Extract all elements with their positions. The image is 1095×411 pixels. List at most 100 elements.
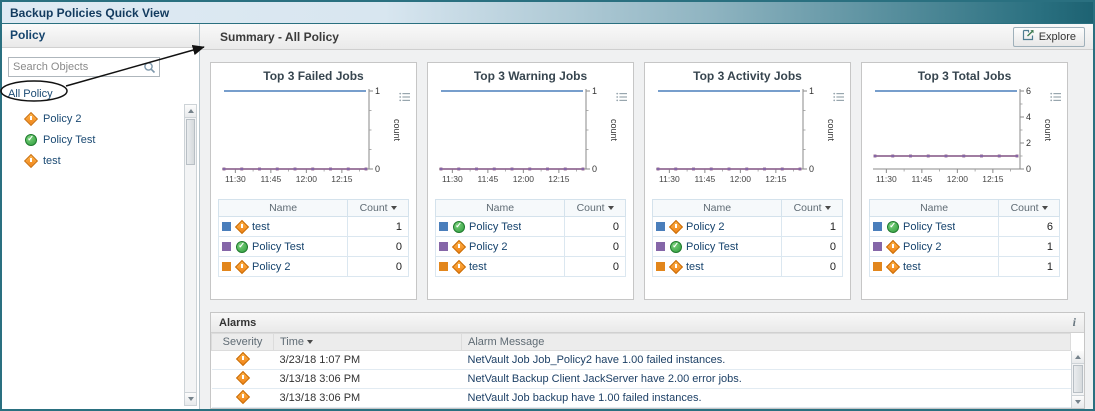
- card-table: Name Count Policy 2 1 Policy Test 0 test…: [651, 199, 843, 277]
- svg-text:12:00: 12:00: [295, 174, 317, 184]
- name-column-header[interactable]: Name: [651, 199, 783, 217]
- sidebar-scrollbar[interactable]: [184, 104, 197, 406]
- table-row[interactable]: Policy Test 0: [651, 236, 843, 257]
- series-legend-swatch: [439, 242, 448, 251]
- policy-status-icon: [452, 260, 465, 273]
- series-legend-swatch: [656, 222, 665, 231]
- policy-name: Policy Test: [686, 240, 739, 253]
- sidebar-tree-item[interactable]: Policy Test: [2, 129, 199, 150]
- svg-text:11:30: 11:30: [876, 174, 897, 184]
- sidebar-tree-item[interactable]: test: [2, 150, 199, 171]
- table-row[interactable]: Policy 2 0: [434, 236, 626, 257]
- policy-name: Policy 2: [469, 240, 508, 253]
- alarms-table: Severity Time Alarm Message 3/23/18 1:07…: [211, 333, 1071, 408]
- policy-status-icon: [24, 133, 37, 146]
- search-box[interactable]: [8, 57, 160, 77]
- table-row[interactable]: Policy 2 0: [217, 256, 409, 277]
- scroll-up-button[interactable]: [1072, 351, 1084, 364]
- search-input[interactable]: [13, 61, 143, 73]
- series-legend-swatch: [656, 262, 665, 271]
- top-jobs-cards: Top 3 Failed Jobs 0 1 count 11:30 11:45 12:00…: [200, 50, 1093, 306]
- top-jobs-chart: 0 1 count 11:30 11:45 12:00 12:15: [655, 86, 836, 184]
- top-jobs-card: Top 3 Failed Jobs 0 1 count 11:30 11:45 12:00…: [210, 62, 417, 300]
- top-jobs-card: Top 3 Warning Jobs 0 1 count 11:30 11:45 12:0…: [427, 62, 634, 300]
- table-row[interactable]: Policy 2 1: [868, 236, 1060, 257]
- scroll-down-button[interactable]: [185, 392, 196, 405]
- chart-options-icon[interactable]: [833, 89, 845, 107]
- alarm-message: NetVault Job backup have 1.00 failed ins…: [461, 388, 1071, 408]
- table-row[interactable]: test 0: [651, 256, 843, 277]
- count-column-header[interactable]: Count: [347, 199, 409, 217]
- table-row[interactable]: Policy Test 0: [434, 216, 626, 237]
- series-legend-swatch: [222, 222, 231, 231]
- policy-name: test: [252, 220, 270, 233]
- policy-name: Policy Test: [903, 220, 956, 233]
- svg-text:0: 0: [809, 164, 814, 174]
- chart-options-icon[interactable]: [1050, 89, 1062, 107]
- svg-text:count: count: [392, 119, 402, 142]
- scroll-up-button[interactable]: [185, 105, 196, 118]
- alarm-row[interactable]: 3/13/18 3:06 PM NetVault Job backup have…: [211, 388, 1071, 408]
- window-titlebar: Backup Policies Quick View: [2, 2, 1093, 24]
- policy-name: test: [686, 260, 704, 273]
- alarms-panel: Alarms i Severity Time Alarm Message: [210, 312, 1085, 409]
- count-column-header[interactable]: Count: [998, 199, 1060, 217]
- table-row[interactable]: test 1: [217, 216, 409, 237]
- svg-text:count: count: [826, 119, 836, 142]
- info-icon[interactable]: i: [1072, 315, 1076, 329]
- name-column-header[interactable]: Name: [434, 199, 566, 217]
- alarms-scrollbar[interactable]: [1071, 351, 1084, 408]
- svg-text:12:15: 12:15: [548, 174, 570, 184]
- policy-count: 0: [564, 256, 626, 277]
- policy-count: 0: [781, 236, 843, 257]
- svg-text:0: 0: [375, 164, 380, 174]
- series-legend-swatch: [222, 262, 231, 271]
- alarm-row[interactable]: 3/23/18 1:07 PM NetVault Job Job_Policy2…: [211, 350, 1071, 370]
- name-column-header[interactable]: Name: [217, 199, 349, 217]
- policy-count: 1: [998, 256, 1060, 277]
- time-column-header[interactable]: Time: [273, 333, 462, 351]
- policy-status-icon: [669, 240, 682, 253]
- top-jobs-card: Top 3 Total Jobs 0 2 4 6 count 11:30 11:45 12:0…: [861, 62, 1068, 300]
- triangle-up-icon: [1075, 355, 1081, 359]
- name-column-header[interactable]: Name: [868, 199, 1000, 217]
- chart-options-icon[interactable]: [399, 89, 411, 107]
- chart-options-icon[interactable]: [616, 89, 628, 107]
- policy-status-icon: [24, 112, 37, 125]
- scroll-thumb[interactable]: [1073, 365, 1083, 393]
- svg-text:0: 0: [592, 164, 597, 174]
- explore-button[interactable]: Explore: [1012, 26, 1085, 47]
- top-jobs-chart: 0 2 4 6 count 11:30 11:45 12:00 12:15: [872, 86, 1053, 184]
- count-column-header[interactable]: Count: [781, 199, 843, 217]
- severity-column-header[interactable]: Severity: [211, 333, 274, 351]
- table-row[interactable]: Policy Test 6: [868, 216, 1060, 237]
- table-row[interactable]: Policy Test 0: [217, 236, 409, 257]
- policy-name: Policy 2: [686, 220, 725, 233]
- card-table: Name Count Policy Test 0 Policy 2 0 test…: [434, 199, 626, 277]
- svg-text:count: count: [1043, 119, 1053, 142]
- svg-text:11:45: 11:45: [260, 174, 281, 184]
- sidebar-tree-item[interactable]: Policy 2: [2, 108, 199, 129]
- count-column-header[interactable]: Count: [564, 199, 626, 217]
- policy-status-icon: [452, 220, 465, 233]
- svg-text:11:45: 11:45: [477, 174, 498, 184]
- policy-status-icon: [235, 260, 248, 273]
- table-row[interactable]: Policy 2 1: [651, 216, 843, 237]
- scroll-thumb[interactable]: [186, 119, 195, 165]
- scroll-down-button[interactable]: [1072, 395, 1084, 408]
- explore-label: Explore: [1038, 30, 1076, 43]
- message-column-header[interactable]: Alarm Message: [461, 333, 1071, 351]
- card-title: Top 3 Total Jobs: [917, 69, 1012, 83]
- policy-name: Policy Test: [252, 240, 305, 253]
- alarm-row[interactable]: 3/13/18 3:06 PM NetVault Backup Client J…: [211, 369, 1071, 389]
- alarm-time: 3/23/18 1:07 PM: [273, 350, 462, 370]
- policy-status-icon: [235, 240, 248, 253]
- explore-icon: [1022, 29, 1035, 44]
- policy-status-icon: [235, 220, 248, 233]
- policy-status-icon: [452, 240, 465, 253]
- search-icon[interactable]: [143, 61, 156, 74]
- table-row[interactable]: test 0: [434, 256, 626, 277]
- tree-item-all-policy[interactable]: All Policy: [8, 88, 53, 100]
- policy-name: Policy 2: [903, 240, 942, 253]
- table-row[interactable]: test 1: [868, 256, 1060, 277]
